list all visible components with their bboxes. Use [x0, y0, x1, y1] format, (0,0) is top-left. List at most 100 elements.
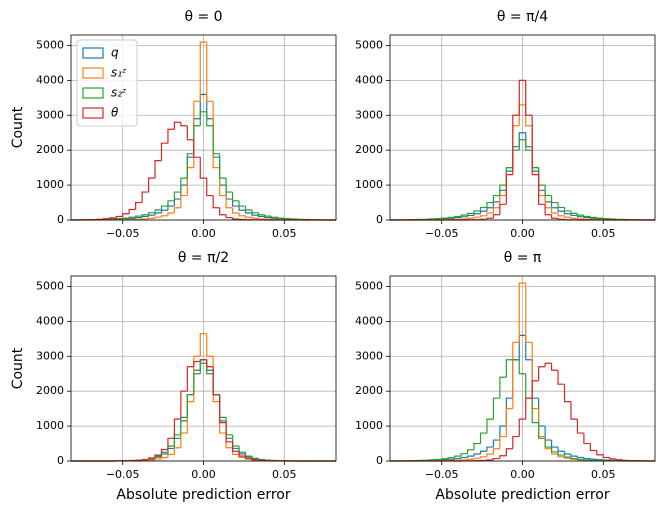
- subplot-title: θ = π: [504, 250, 542, 266]
- histogram-step: [193, 355, 201, 402]
- histogram-step: [570, 217, 578, 219]
- histogram-step: [238, 218, 246, 221]
- x-tick-label: 0.05: [591, 227, 616, 240]
- histogram-step: [518, 282, 526, 343]
- histogram-step: [141, 214, 149, 217]
- x-tick-label: 0.00: [191, 227, 216, 240]
- histogram-step: [615, 458, 623, 461]
- histogram-step: [257, 212, 265, 216]
- histogram-step: [238, 200, 246, 207]
- histogram-step: [466, 214, 475, 217]
- histogram-step: [154, 458, 162, 460]
- histogram-step: [167, 445, 175, 453]
- histogram-step: [492, 457, 500, 460]
- histogram-step: [570, 213, 578, 217]
- histogram-step: [570, 210, 578, 214]
- histogram-step: [180, 194, 188, 208]
- histogram-step: [167, 447, 175, 455]
- histogram-step: [167, 453, 175, 458]
- histogram-step: [531, 115, 539, 176]
- histogram-step: [141, 459, 149, 461]
- histogram-step: [550, 440, 559, 448]
- histogram-step: [589, 216, 597, 218]
- histogram-step: [486, 217, 494, 220]
- histogram-step: [596, 450, 604, 456]
- histogram-step: [173, 198, 181, 207]
- y-tick-label: 0: [57, 213, 64, 226]
- y-tick-label: 3000: [36, 108, 64, 121]
- histogram-step: [199, 362, 207, 374]
- histogram-step: [244, 215, 252, 218]
- histogram-step: [173, 121, 181, 130]
- histogram-step: [460, 453, 468, 457]
- histogram-step: [544, 185, 552, 197]
- histogram-step: [550, 447, 559, 453]
- histogram-step: [244, 452, 252, 457]
- histogram-step: [563, 211, 571, 215]
- histogram-step: [518, 79, 526, 116]
- histogram-step: [238, 445, 246, 453]
- histogram-step: [570, 457, 578, 460]
- histogram-step: [277, 217, 285, 219]
- histogram-step: [583, 433, 591, 445]
- histogram-step: [576, 215, 584, 218]
- histogram-step: [583, 215, 591, 218]
- legend-label: s₂ᶻ: [111, 86, 126, 100]
- histogram-step: [160, 215, 168, 218]
- legend-swatch: [82, 87, 104, 99]
- legend-label: q: [111, 46, 119, 60]
- y-tick-label: 4000: [355, 73, 383, 86]
- histogram-step: [544, 426, 552, 441]
- histogram-step: [231, 434, 240, 447]
- axes-frame: [70, 34, 337, 221]
- histogram-step: [473, 457, 481, 460]
- histogram-step: [454, 216, 462, 219]
- histogram-step: [257, 215, 265, 218]
- histogram-step: [544, 204, 552, 216]
- histogram-step: [122, 213, 130, 217]
- histogram-step: [550, 195, 559, 204]
- y-tick-label: 5000: [36, 38, 64, 51]
- histogram-step: [186, 366, 194, 392]
- y-tick-label: 1000: [355, 419, 383, 432]
- histogram-step: [186, 394, 194, 421]
- legend-swatch: [82, 67, 104, 79]
- histogram-step: [557, 213, 565, 217]
- y-tick-label: 3000: [36, 349, 64, 362]
- histogram-step: [212, 195, 220, 209]
- y-tick-label: 3000: [355, 349, 383, 362]
- y-tick-label: 2000: [355, 143, 383, 156]
- histogram-step: [531, 380, 539, 399]
- histogram-step: [473, 442, 481, 450]
- histogram-step: [102, 218, 110, 220]
- histogram-step: [173, 434, 181, 446]
- histogram-step: [622, 459, 630, 461]
- subplot: −0.05 0.00 0.05 0 1000 2000 3000 4000 5000 θ = 0 C…: [10, 9, 337, 240]
- histogram-step: [154, 212, 162, 216]
- histogram-step: [180, 177, 188, 193]
- subplot-title: θ = 0: [184, 9, 222, 25]
- histogram-step: [576, 456, 584, 459]
- histogram-step: [186, 125, 194, 141]
- histogram-step: [492, 439, 500, 448]
- histogram-step: [128, 217, 136, 219]
- histogram-step: [576, 458, 584, 461]
- histogram-step: [531, 398, 539, 424]
- histogram-step: [283, 218, 291, 220]
- histogram-step: [538, 398, 546, 427]
- histogram-step: [466, 458, 475, 460]
- histogram-step: [583, 459, 591, 461]
- histogram-step: [499, 194, 507, 208]
- histogram-step: [441, 458, 449, 460]
- y-tick-label: 2000: [36, 384, 64, 397]
- histogram-step: [135, 216, 143, 219]
- histogram-step: [251, 458, 259, 461]
- histogram-step: [499, 435, 507, 449]
- histogram-step: [512, 359, 520, 399]
- histogram-step: [180, 432, 188, 448]
- legend-label: θ: [111, 106, 119, 120]
- histogram-step: [473, 453, 481, 457]
- histogram-step: [225, 420, 233, 439]
- histogram-step: [115, 215, 123, 218]
- histogram-step: [173, 447, 181, 455]
